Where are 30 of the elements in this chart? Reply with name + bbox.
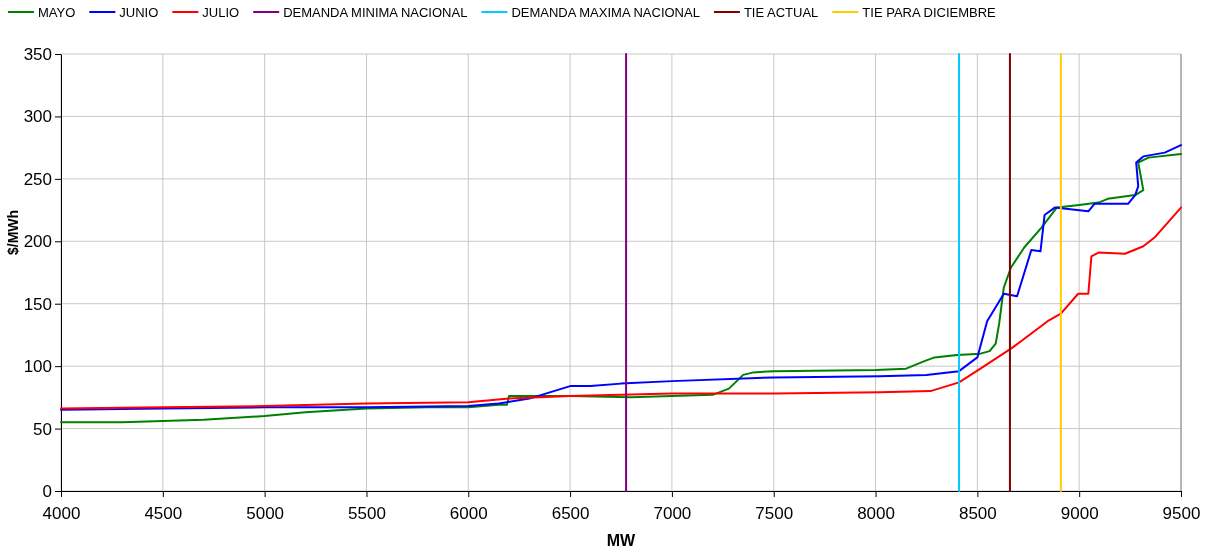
x-tick-label: 7000 (653, 503, 692, 523)
y-tick-label: 200 (23, 232, 52, 252)
legend-label: JUNIO (119, 5, 159, 20)
line-series (60, 206, 1182, 410)
x-tick-label: 9000 (1060, 503, 1099, 523)
x-tick-label: 6500 (551, 503, 590, 523)
x-tick-label: 5000 (246, 503, 285, 523)
legend-label: JULIO (202, 5, 240, 20)
legend-label: DEMANDA MINIMA NACIONAL (283, 5, 468, 20)
x-axis-title: MW (606, 532, 637, 549)
y-tick-label: 100 (23, 357, 52, 377)
y-tick-label: 0 (42, 481, 52, 501)
x-tick-label: 5500 (348, 503, 386, 523)
y-tick-label: 150 (23, 294, 52, 314)
y-tick-label: 350 (23, 44, 52, 64)
y-tick-label: 300 (23, 107, 52, 127)
legend-label: DEMANDA MAXIMA NACIONAL (511, 5, 700, 20)
x-tick-label: 8000 (857, 503, 895, 523)
x-tick-label: 6000 (449, 503, 488, 523)
legend-label: TIE ACTUAL (743, 5, 819, 20)
legend-label: MAYO (38, 5, 76, 20)
y-tick-label: 50 (33, 419, 52, 439)
x-tick-label: 8500 (958, 503, 997, 523)
x-tick-label: 7500 (755, 503, 794, 523)
x-tick-label: 9500 (1162, 503, 1201, 523)
y-tick-label: 250 (23, 169, 52, 189)
x-tick-label: 4000 (42, 503, 81, 523)
legend-label: TIE PARA DICIEMBRE (862, 5, 997, 20)
x-tick-label: 4500 (144, 503, 183, 523)
y-axis-title: $/MWh (5, 209, 21, 256)
